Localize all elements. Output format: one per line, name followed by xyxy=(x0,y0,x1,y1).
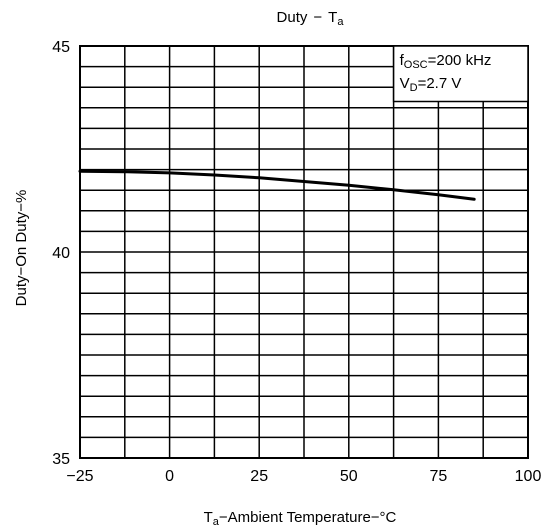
x-tick-label: 75 xyxy=(430,468,448,485)
legend: fOSC=200 kHz VD=2.7 V xyxy=(392,45,529,103)
grid xyxy=(80,46,528,458)
y-tick-label: 40 xyxy=(52,245,70,262)
x-tick-label: 25 xyxy=(250,468,268,485)
x-tick-label: −25 xyxy=(66,468,93,485)
x-tick-label: 50 xyxy=(340,468,358,485)
x-tick-label: 0 xyxy=(165,468,174,485)
series-layer xyxy=(78,169,476,201)
chart-title: Duty − Ta xyxy=(277,9,345,28)
legend-line-fosc: fOSC=200 kHz xyxy=(400,52,492,71)
y-tick-label: 35 xyxy=(52,451,70,468)
y-tick-label: 45 xyxy=(52,39,70,56)
legend-line-vd: VD=2.7 V xyxy=(400,75,462,94)
legend-box xyxy=(392,45,529,103)
y-axis-title: Duty−On Duty−% xyxy=(13,190,30,307)
x-tick-label: 100 xyxy=(515,468,542,485)
plot-frame xyxy=(79,45,529,459)
tick-labels: −25 0 25 50 75 100 35 40 45 xyxy=(52,39,541,485)
x-axis-title: Ta−Ambient Temperature−°C xyxy=(204,509,397,528)
duty-curve xyxy=(78,169,476,201)
